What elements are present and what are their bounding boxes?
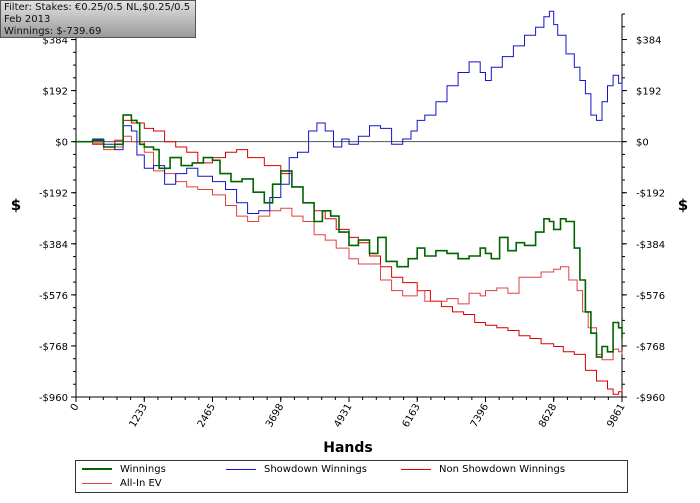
- legend-swatch-winnings: [82, 468, 112, 470]
- x-tick-label: 2465: [196, 402, 218, 430]
- y-tick-label-left: $0: [55, 138, 68, 149]
- legend: Winnings Showdown Winnings Non Showdown …: [75, 460, 628, 493]
- y-tick-label-right: -$960: [636, 393, 665, 404]
- y-axis-right: $384 $192 $0 -$192 -$384 -$576 -$768 -$960: [621, 13, 665, 404]
- series-line-showdown-winnings: [76, 10, 623, 214]
- series-lines: [76, 10, 623, 395]
- x-tick-label: 1233: [128, 402, 150, 430]
- x-tick-label: 9861: [605, 402, 627, 430]
- filter-info-box: Filter: Stakes: €0.25/0.5 NL,$0.25/0.5 N…: [0, 0, 196, 38]
- y-tick-label-right: -$192: [636, 189, 665, 200]
- x-tick-label: 0: [69, 402, 82, 413]
- filter-stakes-text: Filter: Stakes: €0.25/0.5 NL,$0.25/0.5 N…: [4, 2, 192, 13]
- y-tick-label-left: -$576: [39, 291, 68, 302]
- y-tick-label-left: -$192: [39, 189, 68, 200]
- y-tick-label-right: $0: [636, 138, 649, 149]
- filter-winnings-text: Winnings: $-739.69: [4, 26, 102, 37]
- y-axis-title-right: $: [678, 196, 688, 214]
- y-tick-label-right: $384: [636, 36, 661, 47]
- legend-label-non-showdown-winnings: Non Showdown Winnings: [439, 464, 566, 475]
- x-axis-title: Hands: [323, 440, 373, 456]
- y-tick-label-left: $384: [43, 36, 68, 47]
- y-axis-left: $384 $192 $0 -$192 -$384 -$576 -$768 -$960: [39, 13, 77, 404]
- y-tick-label-left: $192: [43, 87, 68, 98]
- legend-swatch-showdown-winnings: [226, 468, 256, 470]
- y-tick-label-left: -$384: [39, 240, 68, 251]
- x-tick-label: 7396: [469, 402, 491, 430]
- legend-swatch-all-in-ev: [82, 482, 112, 484]
- x-tick-label: 8628: [537, 402, 559, 430]
- legend-item-showdown-winnings: Showdown Winnings: [226, 464, 367, 475]
- x-tick-label: 3698: [264, 402, 286, 430]
- x-tick-label: 4931: [332, 402, 354, 430]
- legend-item-all-in-ev: All-In EV: [82, 478, 162, 489]
- legend-label-showdown-winnings: Showdown Winnings: [264, 464, 367, 475]
- legend-swatch-non-showdown-winnings: [401, 468, 431, 470]
- plot-area: [76, 14, 622, 397]
- y-tick-label-left: -$768: [39, 342, 68, 353]
- legend-label-all-in-ev: All-In EV: [120, 478, 162, 489]
- y-axis-title-left: $: [11, 196, 21, 214]
- filter-date-text: Feb 2013: [4, 14, 51, 25]
- y-tick-label-left: -$960: [39, 393, 68, 404]
- x-axis: 0 1233 2465 3698 4931 6163 7396 8628 9861: [69, 396, 628, 430]
- y-tick-label-right: -$576: [636, 291, 665, 302]
- y-tick-label-right: -$384: [636, 240, 665, 251]
- x-tick-label: 6163: [401, 402, 423, 430]
- legend-item-winnings: Winnings: [82, 464, 166, 475]
- y-tick-label-right: -$768: [636, 342, 665, 353]
- series-line-winnings: [76, 114, 623, 358]
- legend-item-non-showdown-winnings: Non Showdown Winnings: [401, 464, 565, 475]
- y-tick-label-right: $192: [636, 87, 661, 98]
- legend-label-winnings: Winnings: [120, 464, 166, 475]
